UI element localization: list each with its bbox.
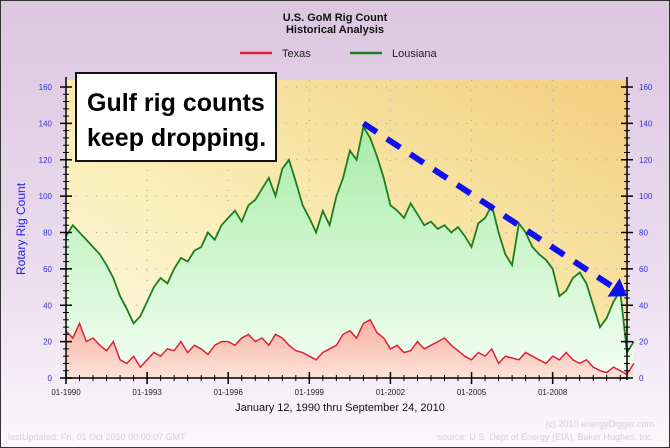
footer-source: source: U.S. Dept of Energy (EIA), Baker…	[437, 432, 654, 442]
x-tick-label: 01-1993	[132, 388, 162, 397]
y-tick-label-left: 80	[43, 229, 52, 238]
annotation-box: Gulf rig counts keep dropping.	[75, 72, 277, 162]
annotation-line-1: Gulf rig counts	[87, 89, 265, 117]
y-tick-label-right: 100	[639, 192, 653, 201]
trend-arrow-line	[361, 120, 616, 290]
chart-title: U.S. GoM Rig Count	[283, 12, 388, 24]
footer-copyright: (c) 2010 energyDigger.com	[545, 419, 654, 429]
legend-label-lousiana: Lousiana	[392, 48, 438, 60]
y-tick-label-right: 140	[639, 119, 653, 128]
y-tick-label-left: 160	[39, 83, 53, 92]
y-axis-label: Rotary Rig Count	[14, 182, 28, 275]
x-tick-label: 01-2002	[376, 388, 406, 397]
lousiana-line	[65, 124, 635, 356]
y-tick-label-left: 100	[39, 192, 53, 201]
legend-label-texas: Texas	[282, 48, 311, 60]
legend: Texas Lousiana	[240, 48, 438, 60]
y-tick-label-right: 120	[639, 156, 653, 165]
trend-arrow-head	[607, 278, 627, 297]
texas-line	[65, 318, 635, 376]
y-tick-label-right: 0	[639, 374, 644, 383]
x-tick-label: 01-2005	[457, 388, 487, 397]
x-tick-label: 01-1999	[295, 388, 325, 397]
y-tick-label-left: 0	[48, 374, 53, 383]
x-axis-label: January 12, 1990 thru September 24, 2010	[235, 402, 445, 414]
annotation-line-2: keep dropping.	[87, 124, 266, 152]
y-tick-label-left: 40	[43, 301, 52, 310]
x-tick-label: 01-1996	[214, 388, 244, 397]
y-tick-label-left: 120	[39, 156, 53, 165]
footer-updated: lastUpdated: Fri, 01 Oct 2010 00:00:07 G…	[8, 432, 186, 442]
axes: 0 0 20 20 40 40 60 60 80 80 100 100 120 120 140 140 160 1…	[39, 77, 653, 397]
y-tick-label-left: 140	[39, 119, 53, 128]
y-tick-label-right: 40	[639, 301, 648, 310]
chart-subtitle: Historical Analysis	[286, 24, 384, 36]
lousiana-area	[66, 127, 634, 378]
y-tick-label-right: 160	[639, 83, 653, 92]
y-tick-label-right: 80	[639, 229, 648, 238]
texas-area	[66, 319, 634, 378]
y-tick-label-right: 20	[639, 338, 648, 347]
x-tick-label: 01-2008	[538, 388, 568, 397]
x-tick-label: 01-1990	[51, 388, 81, 397]
y-tick-label-left: 20	[43, 338, 52, 347]
y-tick-label-left: 60	[43, 265, 52, 274]
y-tick-label-right: 60	[639, 265, 648, 274]
